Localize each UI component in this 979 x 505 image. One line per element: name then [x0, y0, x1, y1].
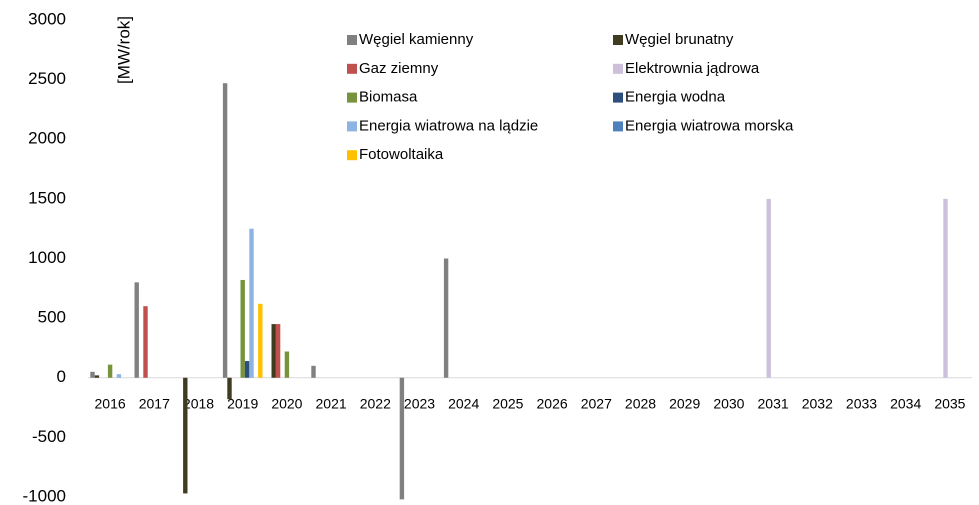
legend-label: Energia wodna — [625, 89, 726, 106]
x-tick-label: 2019 — [227, 395, 258, 411]
bar — [240, 279, 245, 378]
legend-swatch — [613, 35, 623, 45]
x-tick-label: 2035 — [934, 395, 965, 411]
legend-label: Węgiel kamienny — [359, 31, 474, 48]
bar — [183, 377, 188, 494]
bar — [134, 282, 139, 378]
legend-label: Gaz ziemny — [359, 60, 439, 77]
legend-swatch — [347, 63, 357, 74]
y-tick-label: 500 — [38, 308, 66, 327]
legend-swatch — [613, 121, 623, 132]
bar — [249, 228, 254, 378]
x-tick-label: 2027 — [581, 395, 612, 411]
legend-label: Energia wiatrowa na lądzie — [359, 117, 538, 134]
bar — [258, 303, 263, 378]
bar — [116, 374, 122, 378]
x-tick-label: 2026 — [537, 395, 568, 411]
x-tick-label: 2016 — [95, 395, 126, 411]
bar — [107, 364, 113, 378]
bar — [284, 351, 290, 378]
y-axis-title: [MW/rok] — [114, 16, 133, 84]
legend-label: Energia wiatrowa morska — [625, 117, 794, 134]
legend-label: Węgiel brunatny — [625, 31, 734, 48]
bar — [275, 324, 281, 378]
bar — [222, 83, 228, 378]
x-tick-label: 2021 — [316, 395, 347, 411]
legend-label: Biomasa — [359, 89, 418, 106]
x-tick-label: 2034 — [890, 395, 921, 411]
bar — [766, 198, 771, 378]
y-tick-label: 0 — [57, 367, 66, 386]
x-tick-label: 2030 — [713, 395, 744, 411]
legend-swatch — [347, 150, 357, 161]
y-tick-label: 2500 — [28, 69, 66, 88]
x-tick-label: 2031 — [758, 395, 789, 411]
legend-swatch — [613, 63, 623, 74]
x-tick-label: 2032 — [802, 395, 833, 411]
y-tick-label: 3000 — [28, 9, 66, 28]
legend-swatch — [347, 92, 357, 103]
x-tick-label: 2023 — [404, 395, 435, 411]
x-tick-label: 2020 — [271, 395, 302, 411]
y-tick-label: -500 — [32, 427, 66, 446]
x-tick-label: 2029 — [669, 395, 700, 411]
bar — [227, 377, 232, 400]
legend-label: Elektrownia jądrowa — [625, 60, 760, 77]
legend-swatch — [347, 121, 357, 132]
legend-label: Fotowoltaika — [359, 146, 444, 163]
bar — [143, 306, 148, 378]
bar — [271, 324, 276, 378]
x-tick-label: 2025 — [492, 395, 523, 411]
y-tick-label: 1500 — [28, 188, 66, 207]
y-tick-label: 1000 — [28, 248, 66, 267]
x-tick-label: 2024 — [448, 395, 479, 411]
bar — [94, 375, 100, 378]
bar — [399, 377, 405, 500]
y-tick-label: 2000 — [28, 129, 66, 148]
legend-swatch — [347, 35, 357, 45]
bar — [90, 371, 95, 378]
bar — [443, 258, 449, 378]
bar — [943, 198, 948, 378]
x-tick-label: 2033 — [846, 395, 877, 411]
bar — [311, 365, 316, 378]
x-tick-label: 2028 — [625, 395, 656, 411]
x-tick-label: 2022 — [360, 395, 391, 411]
x-tick-label: 2017 — [139, 395, 170, 411]
x-tick-label: 2018 — [183, 395, 214, 411]
bar — [244, 361, 250, 378]
y-tick-label: -1000 — [23, 486, 66, 505]
legend-swatch — [613, 92, 623, 103]
